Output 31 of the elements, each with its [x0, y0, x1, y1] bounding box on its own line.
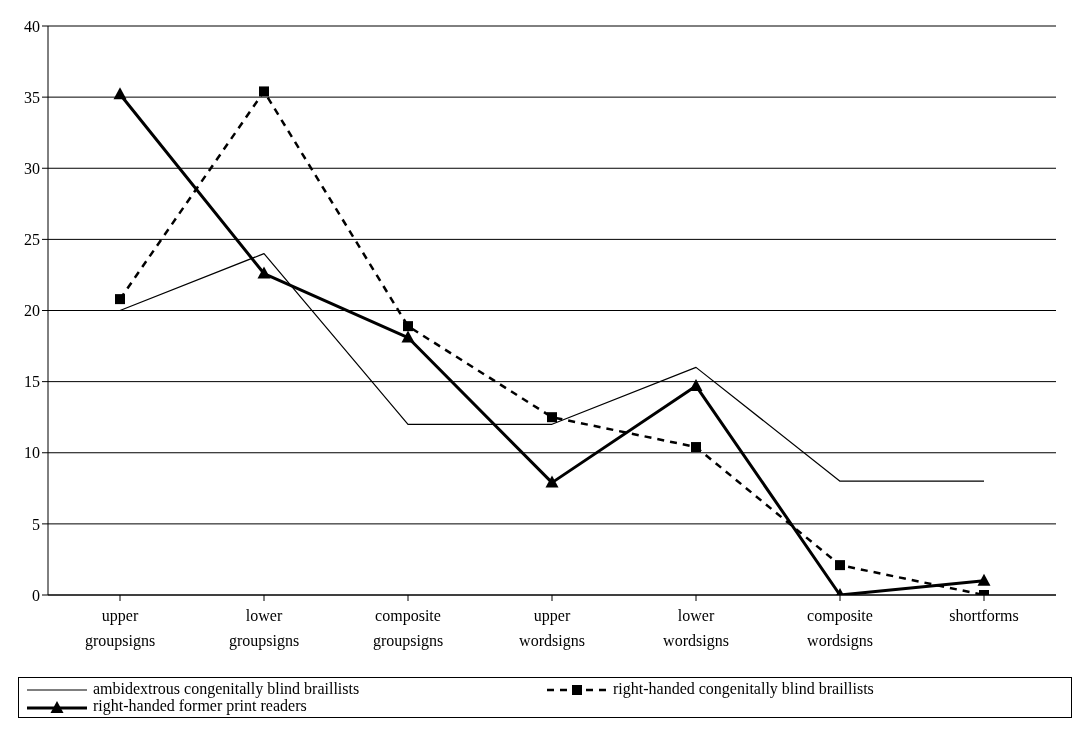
point	[547, 412, 557, 423]
legend-label: right-handed former print readers	[93, 697, 307, 715]
point	[259, 86, 269, 97]
x-tick-label: lower wordsigns	[663, 607, 729, 650]
point	[113, 87, 127, 100]
y-tick-label: 5	[32, 515, 40, 533]
legend-label: right-handed congenitally blind braillists	[613, 680, 874, 697]
y-tick-label: 30	[24, 159, 40, 177]
y-tick-label: 10	[24, 444, 40, 462]
y-tick-label: 40	[24, 17, 40, 35]
x-tick-label: upper wordsigns	[519, 607, 585, 650]
point	[691, 442, 701, 453]
point	[545, 475, 559, 488]
y-tick-label: 25	[24, 231, 40, 249]
x-tick-label: upper groupsigns	[84, 607, 156, 650]
legend-label: ambidextrous congenitally blind braillists	[93, 680, 360, 697]
y-tick-label: 0	[32, 586, 40, 604]
y-tick-label: 15	[24, 373, 40, 391]
point	[115, 294, 125, 305]
x-tick-label: shortforms	[949, 607, 1019, 624]
x-tick-label: composite groupsigns	[372, 607, 444, 650]
x-tick-label: lower groupsigns	[228, 607, 300, 650]
point	[835, 560, 845, 571]
point	[689, 378, 703, 391]
y-tick-label: 20	[24, 302, 40, 320]
x-tick-label: composite wordsigns	[807, 607, 873, 650]
point	[401, 330, 415, 343]
point	[257, 266, 271, 279]
point	[403, 321, 413, 332]
y-tick-label: 35	[24, 88, 40, 106]
point	[977, 573, 991, 586]
